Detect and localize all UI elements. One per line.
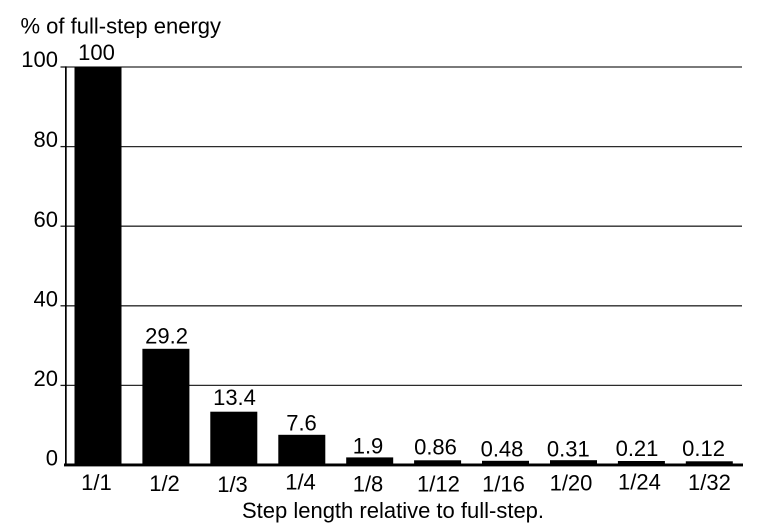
svg-text:1/2: 1/2	[149, 471, 180, 496]
svg-text:1/24: 1/24	[618, 470, 661, 495]
svg-text:7.6: 7.6	[286, 411, 317, 436]
svg-text:% of full-step energy: % of full-step energy	[21, 14, 222, 39]
svg-text:1/20: 1/20	[550, 471, 593, 496]
svg-text:1/3: 1/3	[217, 472, 248, 497]
svg-text:1/1: 1/1	[81, 470, 112, 495]
svg-text:20: 20	[34, 366, 58, 391]
svg-text:29.2: 29.2	[145, 324, 188, 349]
svg-text:0.31: 0.31	[547, 436, 590, 461]
svg-text:1/32: 1/32	[688, 470, 731, 495]
svg-text:13.4: 13.4	[213, 385, 256, 410]
svg-text:1.9: 1.9	[353, 434, 384, 459]
svg-text:1/12: 1/12	[417, 472, 460, 497]
svg-text:100: 100	[78, 40, 115, 65]
svg-text:0: 0	[46, 445, 58, 470]
svg-text:1/4: 1/4	[285, 470, 316, 495]
svg-text:0.12: 0.12	[682, 436, 725, 461]
svg-text:100: 100	[21, 47, 58, 72]
svg-text:1/16: 1/16	[482, 472, 525, 497]
svg-text:0.21: 0.21	[616, 436, 659, 461]
svg-text:0.48: 0.48	[481, 436, 524, 461]
svg-text:60: 60	[34, 207, 58, 232]
svg-text:1/8: 1/8	[353, 471, 384, 496]
svg-text:40: 40	[34, 286, 58, 311]
svg-text:Step length relative to full-s: Step length relative to full-step.	[242, 498, 544, 523]
svg-text:0.86: 0.86	[414, 434, 457, 459]
svg-text:80: 80	[34, 127, 58, 152]
